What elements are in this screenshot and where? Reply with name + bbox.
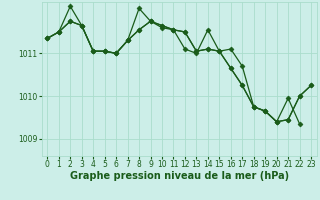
X-axis label: Graphe pression niveau de la mer (hPa): Graphe pression niveau de la mer (hPa) (70, 171, 289, 181)
